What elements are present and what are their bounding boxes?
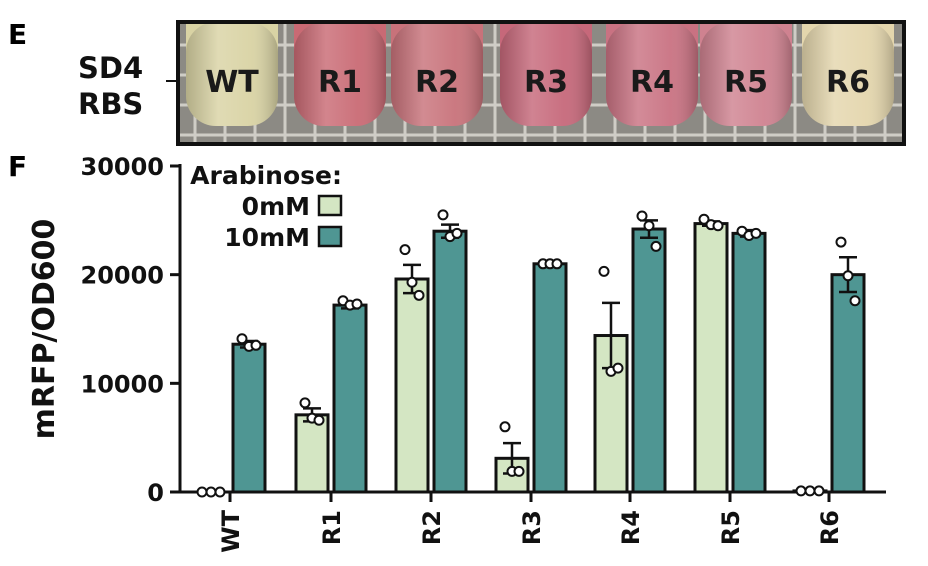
- data-point: [698, 213, 710, 225]
- x-tick-label-r1: R1: [318, 510, 346, 545]
- tube-wt: WT: [186, 22, 278, 126]
- data-point: [214, 486, 226, 498]
- data-point: [750, 227, 762, 239]
- data-point: [598, 265, 610, 277]
- bar-10mm-wt: [231, 342, 267, 494]
- bar-0mm-r5: [693, 222, 729, 494]
- legend-title: Arabinose:: [190, 161, 342, 190]
- panel-f-letter: F: [8, 150, 27, 183]
- data-point: [236, 333, 248, 345]
- data-point: [849, 295, 861, 307]
- data-point: [804, 485, 816, 497]
- y-tick-label: 10000: [81, 370, 165, 398]
- row-label-sd4: SD4: [78, 51, 143, 85]
- y-tick-label: 30000: [81, 153, 165, 181]
- data-point: [299, 397, 311, 409]
- data-point: [835, 236, 847, 248]
- tube-shading: [802, 22, 894, 126]
- data-point: [499, 421, 511, 433]
- tube-photo: WT R1 R2 R3 R4 R5 R6: [176, 20, 906, 146]
- data-point: [196, 486, 208, 498]
- tube-r6: R6: [802, 22, 894, 126]
- x-tick-label-r2: R2: [418, 510, 446, 545]
- data-point: [451, 227, 463, 239]
- tube-shading: [500, 22, 592, 126]
- data-point: [842, 270, 854, 282]
- y-axis-title: mRFP/OD600: [27, 219, 62, 440]
- tube-label: R4: [630, 65, 674, 100]
- bar-10mm-r5: [731, 231, 767, 494]
- x-tick-label-r4: R4: [617, 510, 645, 545]
- data-point: [351, 298, 363, 310]
- tube-label: R5: [724, 65, 768, 100]
- data-point: [643, 220, 655, 232]
- row-label-rbs: RBS: [78, 87, 143, 121]
- tube-label: R1: [318, 65, 362, 100]
- x-tick-label-wt: WT: [217, 509, 245, 552]
- bar-10mm-r2: [432, 229, 468, 494]
- tube-shading: [391, 22, 483, 126]
- data-point: [413, 289, 425, 301]
- data-point: [399, 244, 411, 256]
- bar-10mm-r4: [631, 227, 667, 494]
- data-point: [551, 258, 563, 270]
- x-tick-label-r6: R6: [816, 510, 844, 545]
- tube-label: R6: [826, 65, 870, 100]
- tube-r2: R2: [391, 22, 483, 126]
- data-point: [313, 414, 325, 426]
- legend-label-10mm: 10mM: [224, 223, 310, 252]
- data-point: [795, 485, 807, 497]
- legend-swatch-0mm: [317, 194, 343, 217]
- data-point: [650, 240, 662, 252]
- x-tick-label-r5: R5: [717, 510, 745, 545]
- tube-r4: R4: [606, 22, 698, 126]
- bar-10mm-r1: [332, 303, 368, 494]
- tube-r3: R3: [500, 22, 592, 126]
- y-tick-label: 0: [147, 479, 164, 507]
- tube-r1: R1: [294, 22, 386, 126]
- y-tick-label: 20000: [81, 262, 165, 290]
- bar-0mm-r2: [394, 277, 430, 494]
- legend-label-0mm: 0mM: [242, 192, 310, 221]
- tube-shading: [186, 22, 278, 126]
- bar-0mm-r1: [294, 413, 330, 494]
- data-point: [636, 210, 648, 222]
- data-point: [205, 486, 217, 498]
- data-point: [712, 220, 724, 232]
- bar-10mm-r6: [830, 273, 866, 494]
- photo-frame: [176, 20, 906, 146]
- legend-swatch-10mm: [317, 225, 343, 248]
- tube-label: R3: [524, 65, 568, 100]
- tube-shading: [700, 22, 792, 126]
- data-point: [250, 339, 262, 351]
- data-point: [513, 465, 525, 477]
- panel-e-letter: E: [8, 18, 27, 51]
- tube-shading: [606, 22, 698, 126]
- tube-label: WT: [205, 65, 259, 100]
- data-point: [612, 362, 624, 374]
- x-tick-label-r3: R3: [518, 510, 546, 545]
- data-point: [406, 276, 418, 288]
- tube-r5: R5: [700, 22, 792, 126]
- bar-chart: mRFP/OD600 0 10000 20000 30000 WT R1 R2 R3 R4 R5 R6…: [27, 153, 886, 553]
- data-point: [437, 209, 449, 221]
- tube-shading: [294, 22, 386, 126]
- tube-label: R2: [415, 65, 459, 100]
- bar-10mm-r3: [532, 262, 568, 494]
- data-point: [813, 485, 825, 497]
